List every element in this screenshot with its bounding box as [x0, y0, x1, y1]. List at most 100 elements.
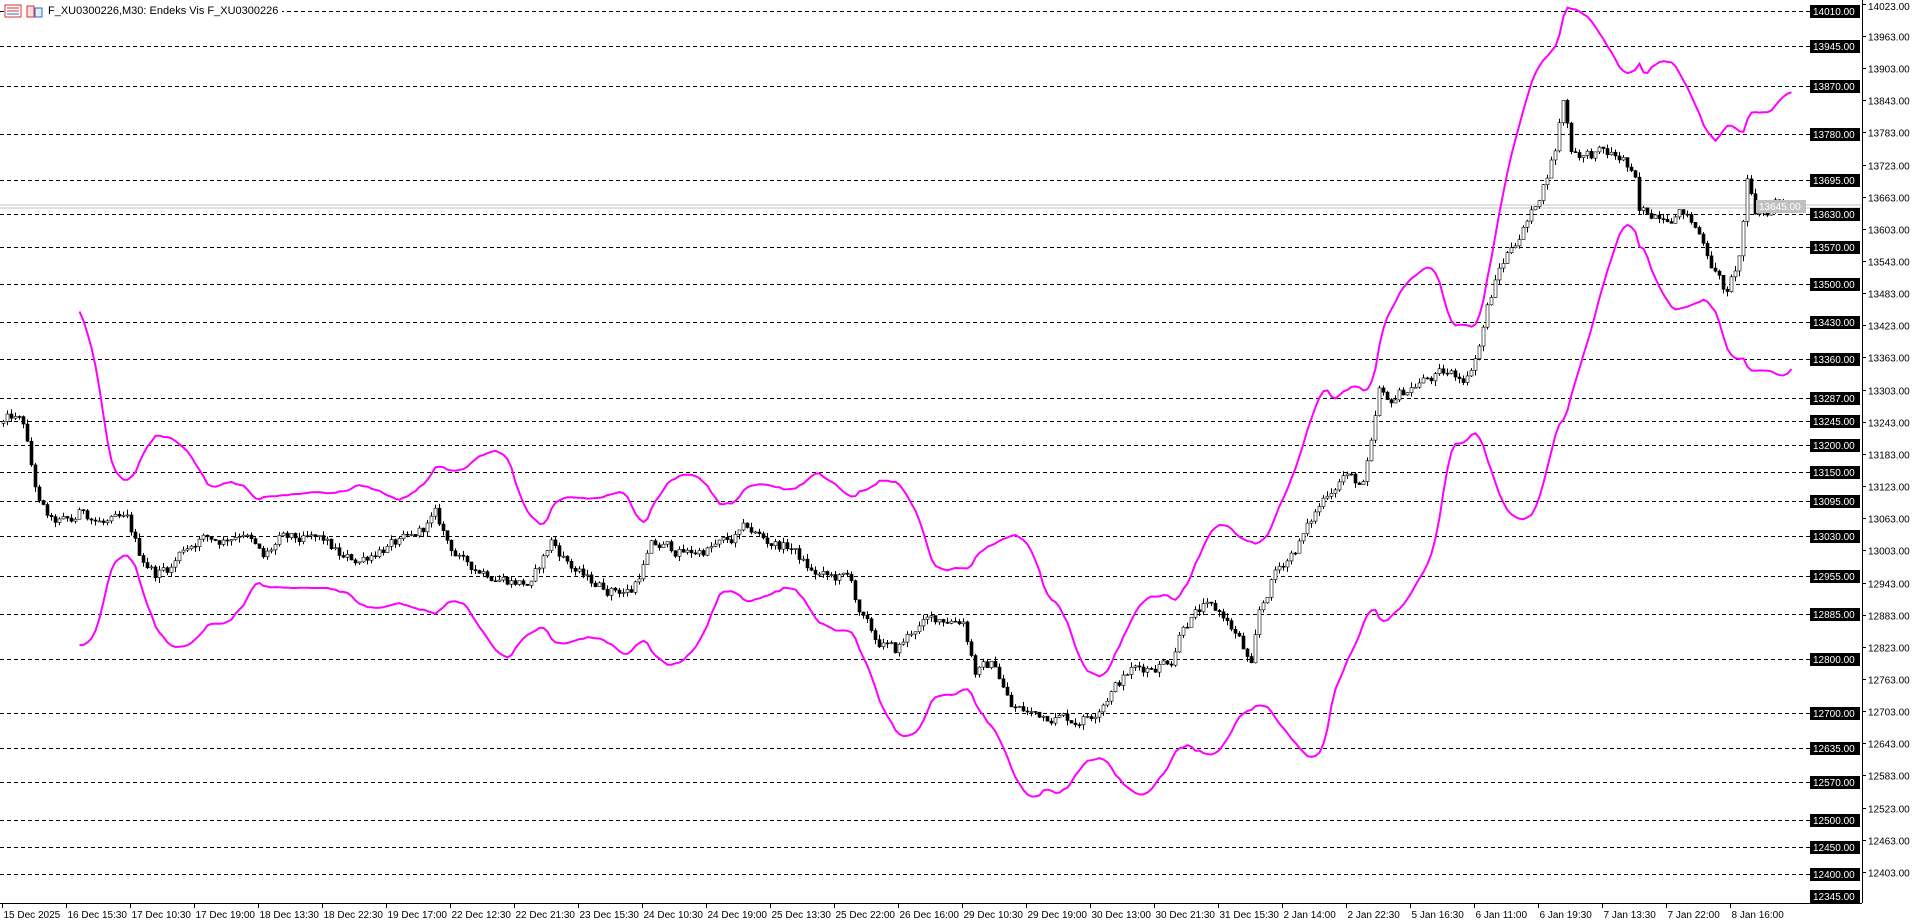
candle [1593, 151, 1598, 159]
candle [821, 571, 826, 575]
candle [1609, 151, 1614, 156]
level-label: 13570.00 [1813, 243, 1855, 254]
candle [865, 615, 870, 620]
level-label-box [1810, 174, 1860, 187]
candle [1425, 377, 1430, 380]
candle [1389, 399, 1394, 404]
candle [433, 507, 438, 517]
candle [1481, 326, 1486, 347]
level-label: 12955.00 [1813, 572, 1855, 583]
candle [1477, 345, 1482, 359]
candle [973, 655, 978, 675]
candle [637, 578, 642, 583]
candle [521, 580, 526, 585]
level-label-box [1810, 353, 1860, 366]
candle [425, 522, 430, 533]
candle [1217, 610, 1222, 613]
candle [1569, 122, 1574, 152]
candle [473, 569, 478, 571]
candle [1457, 376, 1462, 379]
candle [1233, 628, 1238, 634]
candle [677, 549, 682, 557]
level-label: 12700.00 [1813, 709, 1855, 720]
candle [1437, 368, 1442, 374]
candle [1193, 609, 1198, 618]
candle [1101, 704, 1106, 713]
price-tick-label: 13543.00 [1868, 258, 1910, 269]
candle [1305, 522, 1310, 534]
time-tick-label: 30 Dec 21:30 [1156, 910, 1216, 921]
candle [1065, 713, 1070, 721]
candle [993, 660, 998, 668]
chart-properties-icon[interactable] [26, 4, 44, 18]
candle [621, 592, 626, 594]
candle [101, 520, 106, 523]
candle [1221, 611, 1226, 619]
candle [1529, 209, 1534, 222]
candle [453, 550, 458, 557]
candle [825, 571, 830, 576]
candle [1117, 682, 1122, 686]
candle [721, 537, 726, 541]
time-tick-label: 16 Dec 15:30 [68, 910, 128, 921]
candle [73, 518, 78, 522]
candle [1733, 270, 1738, 278]
candle [757, 531, 762, 534]
candle [957, 621, 962, 625]
candle [1005, 686, 1010, 696]
candle [257, 543, 262, 549]
candle [989, 660, 994, 669]
candle [617, 589, 622, 594]
candle [1493, 279, 1498, 298]
candle [1509, 247, 1514, 254]
candle [809, 567, 814, 571]
candle [1621, 157, 1626, 161]
candle [137, 538, 142, 556]
candle [1129, 667, 1134, 675]
market-watch-icon[interactable] [4, 4, 22, 18]
candle [1553, 150, 1558, 161]
level-label: 13945.00 [1813, 42, 1855, 53]
candles [1, 98, 1794, 730]
candle [985, 661, 990, 669]
price-tick-label: 12883.00 [1868, 612, 1910, 623]
candle [1701, 233, 1706, 244]
candle [525, 583, 530, 586]
candle [1449, 370, 1454, 374]
candle [37, 486, 42, 501]
level-label: 13245.00 [1813, 417, 1855, 428]
candle [941, 619, 946, 623]
candle [401, 533, 406, 539]
candle [477, 570, 482, 574]
level-label: 12345.00 [1813, 892, 1855, 903]
candle [1081, 716, 1086, 726]
candle [741, 522, 746, 531]
candle [693, 552, 698, 555]
price-tick-label: 13123.00 [1868, 483, 1910, 494]
candle [1357, 482, 1362, 485]
candle [249, 534, 254, 539]
candle [1581, 155, 1586, 158]
candle [937, 619, 942, 623]
candle [1653, 214, 1658, 219]
candle [441, 523, 446, 531]
candle [1541, 184, 1546, 201]
candle [1705, 242, 1710, 257]
candle [229, 539, 234, 542]
candle [641, 564, 646, 580]
candle [681, 549, 686, 553]
candle [1441, 368, 1446, 374]
level-label-box [1810, 466, 1860, 479]
candle [1625, 157, 1630, 168]
candle [1085, 716, 1090, 718]
candle [1089, 716, 1094, 719]
candle [1077, 724, 1082, 727]
candle [225, 539, 230, 542]
candle [41, 500, 46, 505]
candle [893, 642, 898, 654]
candle [1641, 207, 1646, 211]
time-tick-label: 24 Dec 10:30 [644, 910, 704, 921]
candle [265, 550, 270, 558]
candle [241, 534, 246, 537]
